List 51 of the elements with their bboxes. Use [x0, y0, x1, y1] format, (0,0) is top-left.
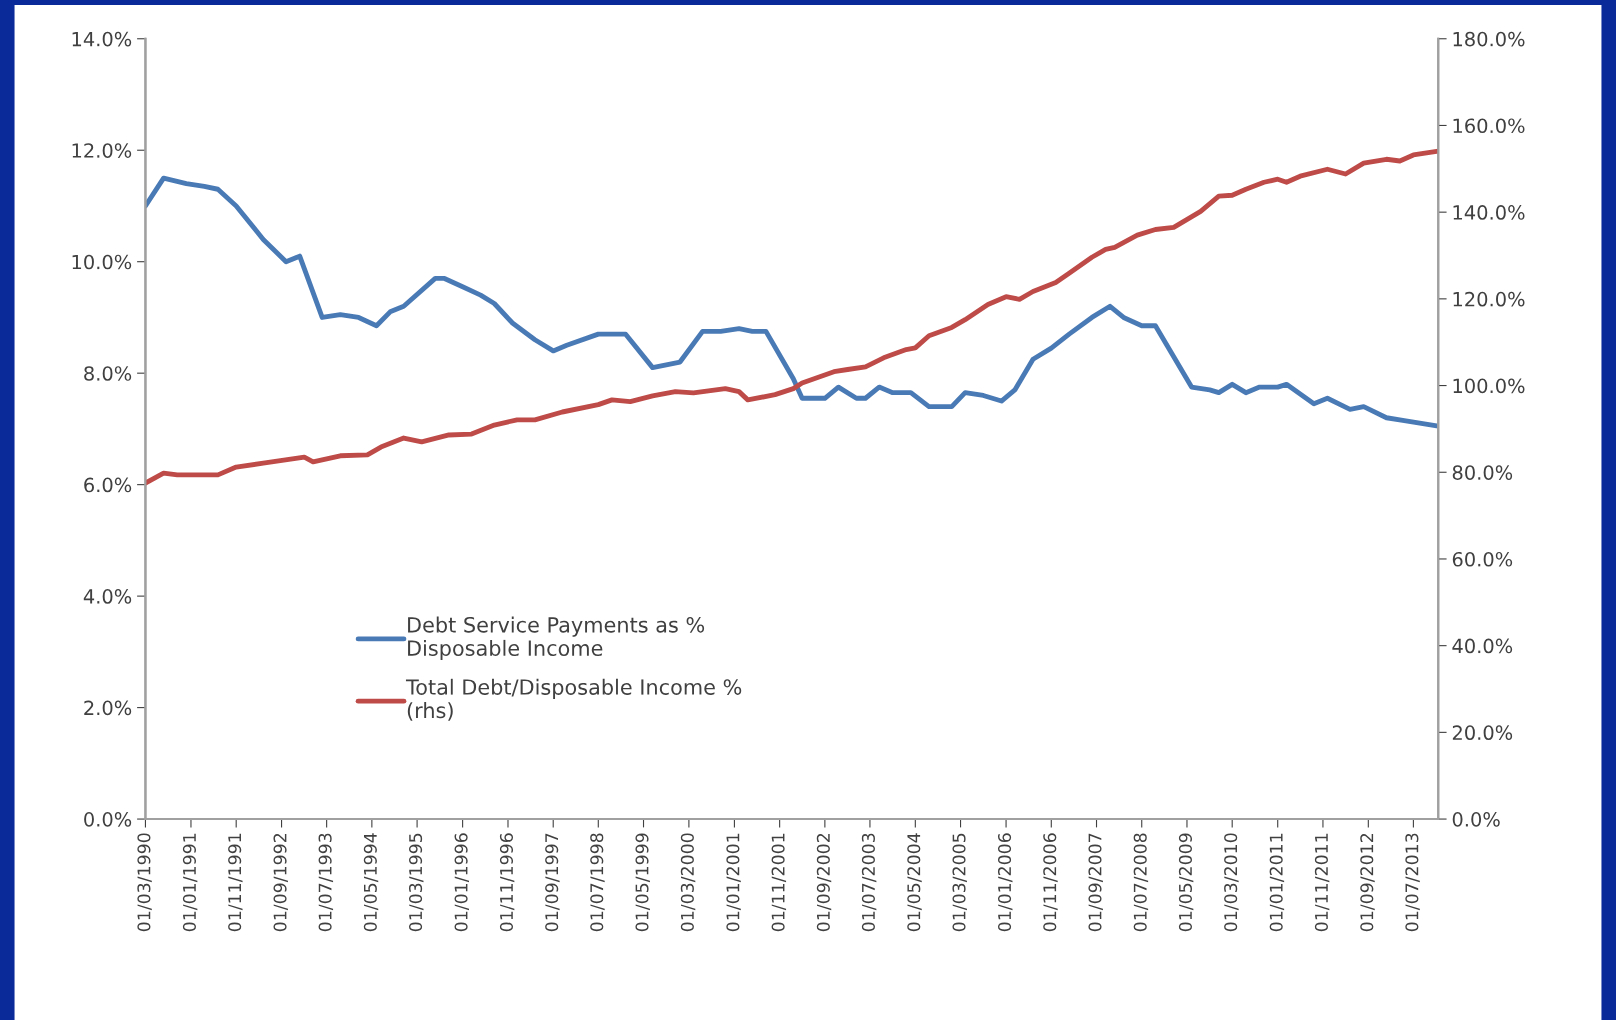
line-series [145, 148, 1439, 486]
y-tick-label: 0.0% [84, 812, 132, 827]
x-tick-label: 01/11/2011 [1314, 833, 1330, 932]
y2-tick-label: 180.0% [1453, 31, 1525, 47]
x-tick-label: 01/05/2009 [1178, 833, 1194, 932]
y2-tick-label: 100.0% [1453, 378, 1525, 394]
x-tick-label: 01/01/1991 [182, 833, 198, 932]
x-tick-label: 01/05/2004 [907, 833, 922, 932]
x-tick-label: 01/09/2012 [1360, 833, 1375, 932]
x-tick-label: 01/11/1991 [228, 833, 243, 932]
y-tick-label: 14.0% [72, 31, 132, 47]
x-tick-label: 01/05/1999 [635, 833, 650, 932]
x-tick-label: 01/07/1993 [318, 833, 334, 932]
x-tick-label: 01/09/1992 [273, 833, 288, 932]
x-tick-label: 01/07/1998 [590, 833, 605, 932]
y2-tick-label: 0.0% [1452, 812, 1500, 827]
x-tick-label: 01/03/1990 [137, 833, 152, 932]
x-tick-label: 01/01/2011 [1269, 833, 1285, 932]
y-tick-label: 12.0% [72, 143, 132, 158]
legend-label: Debt Service Payments as % Disposable Income [408, 616, 705, 661]
x-tick-label: 01/03/1995 [409, 833, 424, 932]
y-tick-label: 4.0% [83, 589, 132, 604]
y-tick-label: 6.0% [84, 477, 132, 493]
y2-tick-label: 140.0% [1453, 205, 1525, 220]
y2-tick-label: 60.0% [1452, 551, 1513, 567]
y2-tick-label: 160.0% [1453, 118, 1525, 134]
x-tick-label: 01/09/2002 [816, 833, 832, 932]
x-tick-label: 01/11/2006 [1043, 833, 1058, 932]
x-tick-label: 01/01/2006 [997, 833, 1013, 932]
x-tick-label: 01/07/2013 [1405, 833, 1420, 932]
x-tick-label: 01/01/1996 [454, 833, 470, 932]
line-series [145, 175, 1439, 429]
x-tick-label: 01/09/2007 [1088, 833, 1103, 932]
x-tick-label: 01/03/2010 [1224, 833, 1239, 932]
x-tick-label: 01/09/1997 [545, 833, 560, 932]
y2-tick-label: 80.0% [1452, 465, 1513, 480]
x-tick-label: 01/11/2001 [771, 833, 787, 932]
y2-tick-label: 120.0% [1453, 291, 1525, 307]
legend-label: Total Debt/Disposable Income % (rhs) [405, 678, 742, 721]
y-tick-label: 8.0% [84, 366, 132, 381]
x-tick-label: 01/01/2001 [726, 833, 741, 932]
y-tick-label: 10.0% [72, 254, 132, 270]
x-tick-label: 01/05/1994 [363, 833, 379, 932]
y2-tick-label: 20.0% [1452, 725, 1513, 741]
y2-tick-label: 40.0% [1452, 638, 1513, 654]
y-tick-label: 2.0% [84, 700, 132, 716]
x-tick-label: 01/03/2005 [952, 833, 967, 932]
x-tick-label: 01/03/2000 [680, 833, 696, 932]
x-tick-label: 01/11/1996 [499, 833, 515, 932]
x-tick-label: 01/07/2003 [861, 833, 877, 932]
x-tick-label: 01/07/2008 [1133, 833, 1149, 932]
